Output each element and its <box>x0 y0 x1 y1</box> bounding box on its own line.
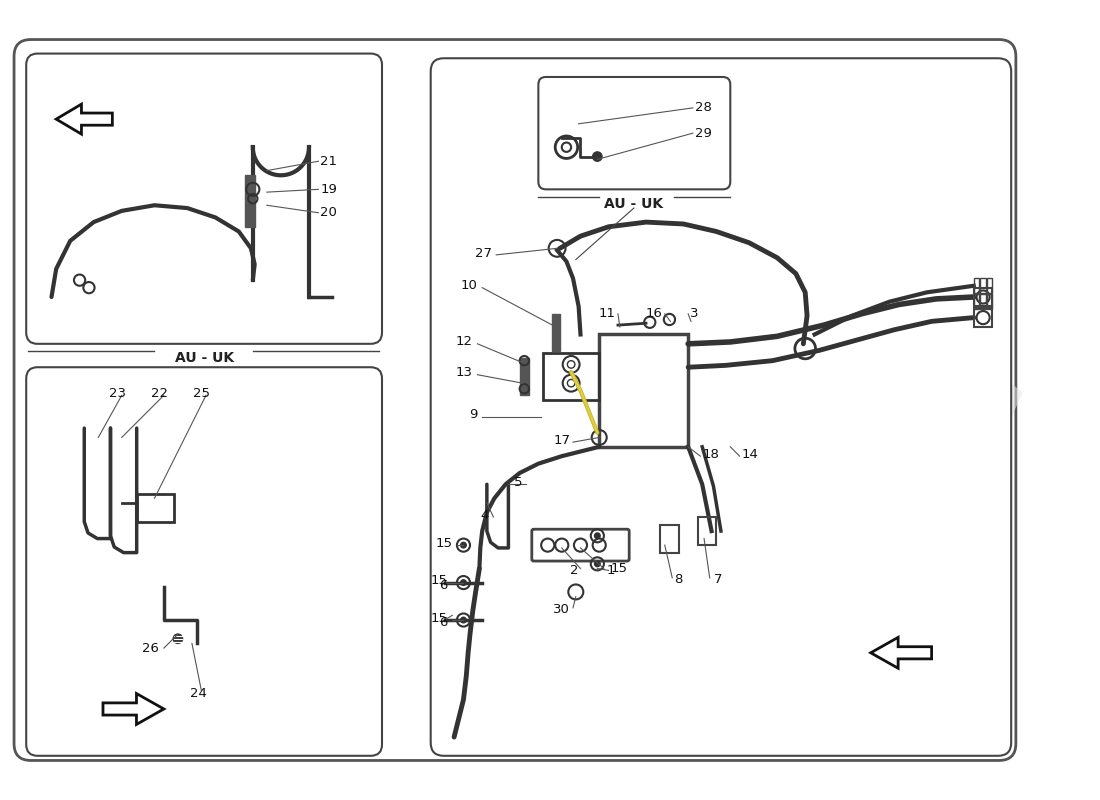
Text: GS: GS <box>496 192 1058 664</box>
Text: 11: 11 <box>598 307 615 320</box>
Text: 14: 14 <box>741 448 758 461</box>
Text: 2: 2 <box>570 564 579 577</box>
Text: 23: 23 <box>109 387 125 400</box>
Bar <box>974 308 992 327</box>
Text: 7: 7 <box>714 574 722 586</box>
Text: 1: 1 <box>607 564 615 577</box>
Bar <box>543 353 600 400</box>
Text: 19: 19 <box>320 183 337 196</box>
Bar <box>987 294 992 309</box>
Bar <box>220 395 280 461</box>
FancyBboxPatch shape <box>14 39 1016 761</box>
Text: 24: 24 <box>190 687 207 701</box>
Text: 16: 16 <box>645 307 662 320</box>
Text: 15: 15 <box>610 562 627 575</box>
Bar <box>552 314 560 351</box>
Bar <box>600 334 689 447</box>
Bar <box>987 278 992 294</box>
Text: 28: 28 <box>695 102 712 114</box>
Text: 5: 5 <box>514 476 522 489</box>
Text: a passion
since 1985: a passion since 1985 <box>616 428 845 597</box>
Text: 4: 4 <box>481 509 488 522</box>
FancyBboxPatch shape <box>26 54 382 344</box>
Text: 29: 29 <box>695 126 712 140</box>
Circle shape <box>173 634 183 643</box>
Text: 27: 27 <box>474 246 492 259</box>
Bar <box>974 294 979 309</box>
Bar <box>980 278 986 294</box>
Text: 12: 12 <box>455 335 473 349</box>
Bar <box>136 494 174 522</box>
Text: 15: 15 <box>430 574 448 587</box>
Text: 13: 13 <box>455 366 473 379</box>
Bar <box>974 278 979 294</box>
Text: 6: 6 <box>439 616 448 630</box>
FancyBboxPatch shape <box>431 58 1011 756</box>
Circle shape <box>594 533 601 538</box>
Circle shape <box>594 561 601 566</box>
Bar <box>697 517 716 545</box>
Text: 3: 3 <box>690 307 698 320</box>
Text: 26: 26 <box>142 642 160 654</box>
Bar <box>220 484 280 550</box>
Text: 15: 15 <box>430 612 448 625</box>
Text: 9: 9 <box>469 409 477 422</box>
Bar <box>974 288 992 306</box>
Bar <box>980 294 986 309</box>
Bar <box>519 358 529 395</box>
Circle shape <box>593 152 602 162</box>
Text: 8: 8 <box>674 574 682 586</box>
Text: 22: 22 <box>151 387 167 400</box>
Bar <box>245 175 255 226</box>
Circle shape <box>461 580 466 586</box>
Text: AU - UK: AU - UK <box>604 197 663 211</box>
Text: AU - UK: AU - UK <box>175 351 233 366</box>
Text: 25: 25 <box>192 387 210 400</box>
FancyBboxPatch shape <box>26 367 382 756</box>
Circle shape <box>461 542 466 548</box>
Text: 6: 6 <box>439 579 448 592</box>
Text: 17: 17 <box>553 434 570 446</box>
Text: 18: 18 <box>702 448 719 461</box>
FancyBboxPatch shape <box>538 77 730 190</box>
Text: 20: 20 <box>320 206 337 219</box>
Bar <box>660 525 679 553</box>
Text: 15: 15 <box>436 537 452 550</box>
Text: 30: 30 <box>553 603 570 616</box>
Text: 21: 21 <box>320 154 338 168</box>
Circle shape <box>461 618 466 623</box>
Text: 10: 10 <box>461 279 477 292</box>
